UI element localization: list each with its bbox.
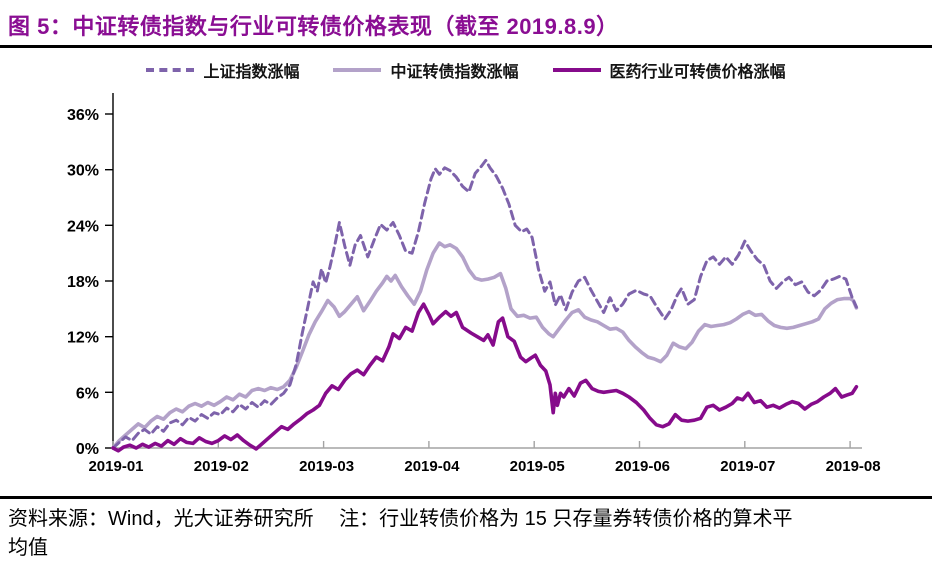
x-tick-label: 2019-01 [88, 458, 143, 475]
source-note: 资料来源：Wind，光大证券研究所 注：行业转债价格为 15 只存量券转债价格的… [8, 505, 924, 563]
legend-solid-line-swatch [552, 68, 601, 72]
y-tick-label: 36% [67, 107, 99, 124]
x-tick-label: 2019-02 [194, 458, 249, 475]
series-line-pharma-convertible [111, 302, 859, 453]
title-divider-rule [0, 45, 932, 48]
y-tick-label: 12% [67, 330, 99, 347]
series-line-sse-index [111, 158, 858, 450]
legend: 上证指数涨幅 中证转债指数涨幅 医药行业可转债价格涨幅 [0, 58, 932, 82]
legend-label: 上证指数涨幅 [203, 64, 300, 81]
x-tick-label: 2019-06 [615, 458, 670, 475]
legend-solid-line-swatch [333, 68, 382, 72]
x-tick-label: 2019-03 [299, 458, 354, 475]
legend-item-中证转债指数涨幅: 中证转债指数涨幅 [333, 58, 519, 82]
source-note-line-1: 资料来源：Wind，光大证券研究所 注：行业转债价格为 15 只存量券转债价格的… [8, 508, 793, 530]
x-tick-label: 2019-05 [510, 458, 565, 475]
y-tick-label: 6% [76, 385, 99, 402]
legend-dashed-line-swatch [146, 68, 195, 72]
y-tick-label: 24% [67, 218, 99, 235]
x-tick-label: 2019-07 [720, 458, 775, 475]
legend-item-医药行业可转债价格涨幅: 医药行业可转债价格涨幅 [552, 58, 786, 82]
plot-area: 0% 6% 12% 18% 24% 30% 36% 2019-01 2019-02 2019-03… [67, 93, 881, 475]
legend-label: 医药行业可转债价格涨幅 [609, 64, 786, 81]
legend-label: 中证转债指数涨幅 [390, 64, 519, 81]
x-tick-label: 2019-08 [826, 458, 881, 475]
source-note-line-2: 均值 [8, 537, 48, 559]
footer-divider-rule [0, 496, 932, 499]
figure-title: 图 5：中证转债指数与行业可转债价格表现（截至 2019.8.9） [8, 14, 619, 39]
legend-item-上证指数涨幅: 上证指数涨幅 [146, 58, 299, 82]
y-tick-label: 30% [67, 163, 99, 180]
x-tick-label: 2019-04 [404, 458, 460, 475]
series-line-csi-convertible [111, 241, 859, 450]
y-tick-label: 0% [76, 441, 99, 458]
y-tick-label: 18% [67, 274, 99, 291]
